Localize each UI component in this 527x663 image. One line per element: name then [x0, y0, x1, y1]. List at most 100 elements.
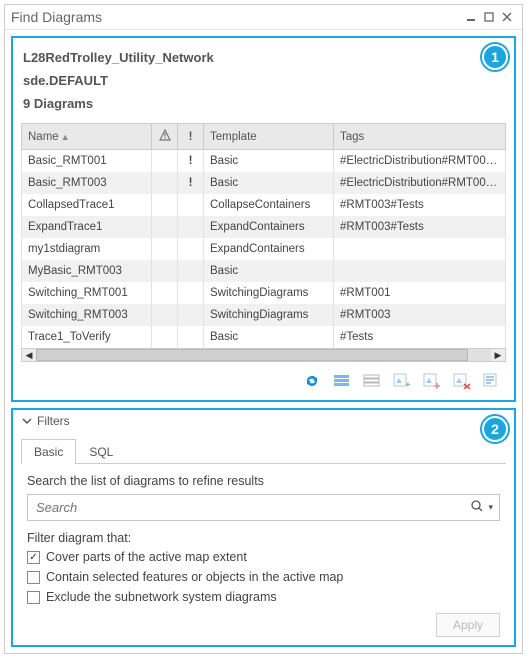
cell-alert: !: [178, 172, 204, 194]
cell-tags: #ElectricDistribution#RMT003#Medium Volt…: [334, 172, 506, 194]
cell-tags: [334, 260, 506, 282]
add-to-map-icon[interactable]: +: [392, 372, 412, 390]
scroll-left-icon[interactable]: ◀: [22, 349, 36, 361]
cell-warning: [152, 326, 178, 348]
find-diagrams-window: Find Diagrams 1 L28RedTrolley_Utility_Ne…: [4, 4, 523, 654]
cell-name: Basic_RMT001: [22, 150, 152, 173]
cell-name: my1stdiagram: [22, 238, 152, 260]
col-warning[interactable]: [152, 124, 178, 150]
maximize-icon[interactable]: [480, 9, 498, 25]
cell-alert: [178, 304, 204, 326]
filter-check[interactable]: ✓Cover parts of the active map extent: [27, 547, 500, 567]
layer-name: L28RedTrolley_Utility_Network: [21, 46, 506, 69]
scroll-thumb[interactable]: [36, 349, 468, 361]
cell-name: Basic_RMT003: [22, 172, 152, 194]
tab-sql[interactable]: SQL: [76, 439, 126, 464]
cell-warning: [152, 150, 178, 173]
search-wrapper: ▾: [27, 494, 500, 521]
warning-icon: [159, 129, 171, 141]
cell-warning: [152, 172, 178, 194]
cell-template: SwitchingDiagrams: [204, 304, 334, 326]
cell-alert: [178, 238, 204, 260]
cell-alert: [178, 260, 204, 282]
checkbox-icon[interactable]: [27, 591, 40, 604]
titlebar: Find Diagrams: [5, 5, 522, 30]
cell-alert: !: [178, 150, 204, 173]
cell-tags: #ElectricDistribution#RMT001#Medium Volt…: [334, 150, 506, 173]
cell-template: ExpandContainers: [204, 216, 334, 238]
table-row[interactable]: ExpandTrace1ExpandContainers#RMT003#Test…: [22, 216, 506, 238]
cell-alert: [178, 282, 204, 304]
table-row[interactable]: Basic_RMT001!Basic#ElectricDistribution#…: [22, 150, 506, 173]
window-title: Find Diagrams: [11, 9, 462, 25]
cell-name: Switching_RMT001: [22, 282, 152, 304]
cell-name: MyBasic_RMT003: [22, 260, 152, 282]
cell-name: ExpandTrace1: [22, 216, 152, 238]
cell-alert: [178, 216, 204, 238]
tab-basic[interactable]: Basic: [21, 439, 76, 464]
badge-1: 1: [482, 44, 508, 70]
checkbox-icon[interactable]: [27, 571, 40, 584]
diagram-count: 9 Diagrams: [21, 92, 506, 115]
cell-warning: [152, 260, 178, 282]
col-name[interactable]: Name▲: [22, 124, 152, 150]
version-name: sde.DEFAULT: [21, 69, 506, 92]
cell-tags: #RMT003: [334, 304, 506, 326]
cell-template: SwitchingDiagrams: [204, 282, 334, 304]
table-row[interactable]: MyBasic_RMT003 Basic: [22, 260, 506, 282]
close-icon[interactable]: [498, 9, 516, 25]
filter-check[interactable]: Contain selected features or objects in …: [27, 567, 500, 587]
cell-tags: [334, 238, 506, 260]
filter-check[interactable]: Exclude the subnetwork system diagrams: [27, 587, 500, 607]
filters-header[interactable]: Filters: [21, 414, 506, 434]
checkbox-icon[interactable]: ✓: [27, 551, 40, 564]
table-row[interactable]: Switching_RMT001SwitchingDiagrams#RMT001: [22, 282, 506, 304]
horizontal-scrollbar[interactable]: ◀ ▶: [21, 348, 506, 362]
cell-template: ExpandContainers: [204, 238, 334, 260]
col-name-label: Name: [28, 131, 59, 143]
table-row[interactable]: my1stdiagram ExpandContainers: [22, 238, 506, 260]
search-label: Search the list of diagrams to refine re…: [27, 474, 500, 488]
cell-template: Basic: [204, 326, 334, 348]
search-input[interactable]: [34, 499, 470, 516]
cell-template: Basic: [204, 150, 334, 173]
checkbox-label: Contain selected features or objects in …: [46, 570, 343, 584]
table-row[interactable]: CollapsedTrace1CollapseContainers#RMT003…: [22, 194, 506, 216]
search-dropdown-icon[interactable]: ▾: [488, 502, 493, 513]
scroll-right-icon[interactable]: ▶: [491, 349, 505, 361]
col-alert[interactable]: !: [178, 124, 204, 150]
svg-text:+: +: [405, 380, 411, 389]
diagrams-table: Name▲ ! Template Tags Basic_RMT001!Basic…: [21, 123, 506, 348]
filters-title: Filters: [37, 414, 70, 428]
sort-asc-icon: ▲: [61, 132, 70, 142]
table-row[interactable]: Basic_RMT003!Basic#ElectricDistribution#…: [22, 172, 506, 194]
select-all-icon[interactable]: [332, 372, 352, 390]
cell-warning: [152, 194, 178, 216]
results-panel: 1 L28RedTrolley_Utility_Network sde.DEFA…: [11, 36, 516, 402]
search-icon[interactable]: [470, 499, 484, 516]
filter-checks: ✓Cover parts of the active map extent Con…: [27, 547, 500, 607]
refresh-icon[interactable]: [302, 372, 322, 390]
properties-icon[interactable]: [482, 372, 502, 390]
filters-panel: 2 Filters Basic SQL Search the list of d…: [11, 408, 516, 647]
cell-name: Trace1_ToVerify: [22, 326, 152, 348]
cell-name: Switching_RMT003: [22, 304, 152, 326]
col-template[interactable]: Template: [204, 124, 334, 150]
delete-diagram-icon[interactable]: [452, 372, 472, 390]
filter-header-label: Filter diagram that:: [27, 531, 500, 547]
checkbox-label: Exclude the subnetwork system diagrams: [46, 590, 277, 604]
select-none-icon[interactable]: [362, 372, 382, 390]
table-row[interactable]: Switching_RMT003 SwitchingDiagrams#RMT003: [22, 304, 506, 326]
cell-template: Basic: [204, 172, 334, 194]
open-diagram-icon[interactable]: [422, 372, 442, 390]
cell-template: Basic: [204, 260, 334, 282]
cell-alert: [178, 194, 204, 216]
table-row[interactable]: Trace1_ToVerifyBasic#Tests: [22, 326, 506, 348]
apply-button[interactable]: Apply: [436, 613, 500, 637]
badge-2: 2: [482, 416, 508, 442]
scroll-track[interactable]: [36, 349, 491, 361]
results-toolbar: +: [21, 362, 506, 392]
minimize-icon[interactable]: [462, 9, 480, 25]
col-tags[interactable]: Tags: [334, 124, 506, 150]
cell-alert: [178, 326, 204, 348]
